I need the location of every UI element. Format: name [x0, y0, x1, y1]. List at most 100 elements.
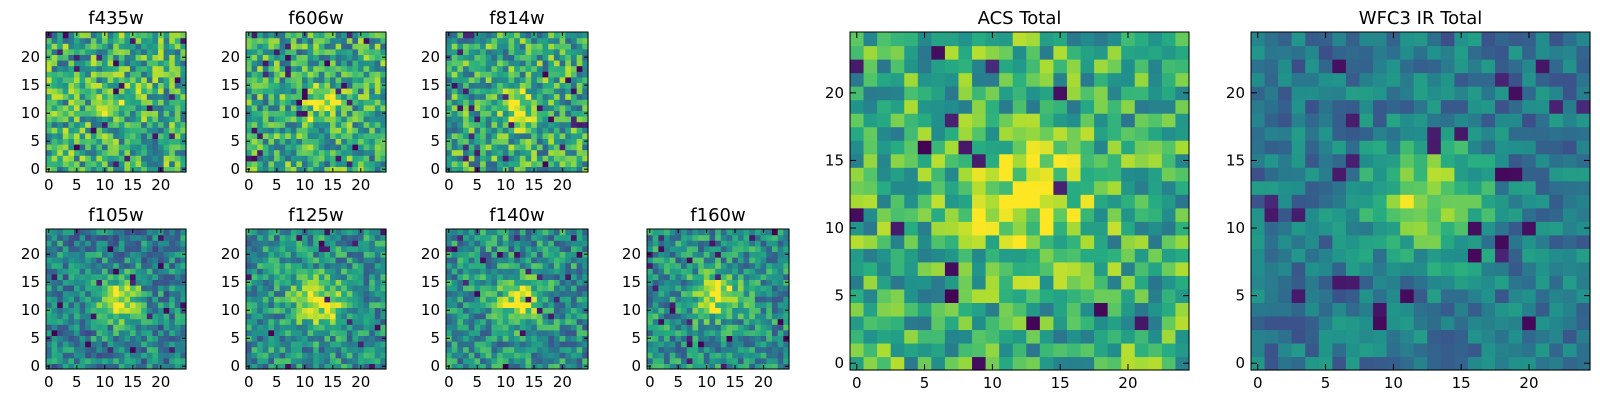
heatmap-cell	[113, 32, 120, 39]
heatmap-cell	[576, 104, 583, 111]
heatmap-cell	[548, 262, 555, 269]
heatmap-cell	[480, 296, 487, 303]
heatmap-cell	[565, 229, 572, 236]
heatmap-cell	[358, 352, 365, 359]
heatmap-cell	[163, 324, 170, 331]
heatmap-cell	[363, 138, 370, 145]
heatmap-cell	[163, 262, 170, 269]
heatmap-cell	[559, 65, 566, 72]
heatmap-cell	[863, 342, 878, 358]
heatmap-cell	[335, 149, 342, 156]
heatmap-cell	[57, 144, 64, 151]
heatmap-cell	[335, 290, 342, 297]
heatmap-cell	[576, 279, 583, 286]
heatmap-cell	[536, 285, 544, 292]
heatmap-cell	[1175, 180, 1190, 195]
heatmap-cell	[497, 341, 504, 348]
heatmap-cell	[877, 153, 892, 168]
y-tick-label: 5	[430, 329, 440, 347]
heatmap-cell	[582, 127, 589, 134]
heatmap-cell	[158, 99, 165, 106]
heatmap-cell	[74, 352, 81, 359]
heatmap-cell	[68, 324, 75, 331]
heatmap-cell	[457, 88, 464, 95]
heatmap-cell	[169, 313, 176, 320]
heatmap-cell	[502, 357, 510, 364]
heatmap-cell	[1066, 234, 1082, 249]
heatmap-cell	[675, 357, 682, 364]
heatmap-cell	[113, 324, 120, 331]
heatmap-cell	[346, 234, 353, 241]
heatmap-cell	[296, 257, 303, 264]
heatmap-cell	[341, 160, 348, 167]
heatmap-cell	[51, 273, 58, 280]
heatmap-cell	[485, 352, 493, 359]
heatmap-cell	[369, 32, 376, 39]
heatmap-cell	[380, 318, 387, 325]
heatmap-cell	[118, 229, 125, 236]
heatmap-cell	[369, 335, 376, 342]
heatmap-cell	[251, 301, 258, 308]
heatmap-cell	[90, 121, 97, 128]
heatmap-cell	[169, 268, 176, 275]
heatmap-cell	[369, 48, 376, 55]
heatmap-cell	[582, 60, 589, 67]
heatmap-cell	[1094, 342, 1109, 358]
heatmap-cell	[468, 149, 475, 156]
heatmap-cell	[749, 363, 756, 370]
heatmap-cell	[542, 251, 549, 258]
heatmap-cell	[502, 290, 510, 297]
heatmap-cell	[307, 32, 314, 39]
heatmap-cell	[118, 93, 125, 100]
heatmap-cell	[296, 127, 303, 134]
heatmap-cell	[90, 273, 97, 280]
heatmap-cell	[531, 127, 538, 134]
heatmap-cell	[497, 110, 504, 117]
heatmap-cell	[341, 313, 348, 320]
heatmap-cell	[508, 346, 515, 353]
heatmap-cell	[783, 257, 790, 264]
heatmap-cell	[485, 329, 493, 336]
heatmap-cell	[582, 329, 589, 336]
heatmap-cell	[174, 88, 181, 95]
heatmap-cell	[107, 357, 114, 364]
heatmap-cell	[1161, 261, 1177, 276]
heatmap-cell	[85, 76, 92, 83]
heatmap-cell	[146, 240, 153, 247]
heatmap-cell	[542, 99, 549, 106]
heatmap-cell	[565, 43, 572, 50]
heatmap-cell	[330, 144, 337, 151]
heatmap-cell	[737, 262, 745, 269]
heatmap-cell	[335, 296, 342, 303]
heatmap-cell	[446, 234, 453, 241]
heatmap-cell	[335, 32, 342, 39]
heatmap-cell	[46, 341, 53, 348]
heatmap-cell	[152, 32, 159, 39]
heatmap-cell	[290, 324, 297, 331]
heatmap-cell	[146, 71, 153, 78]
heatmap-cell	[130, 65, 137, 72]
heatmap-cell	[658, 290, 665, 297]
heatmap-cell	[553, 290, 561, 297]
heatmap-cell	[502, 335, 510, 342]
heatmap-cell	[877, 275, 892, 290]
heatmap-cell	[68, 301, 75, 308]
heatmap-cell	[279, 335, 286, 342]
heatmap-cell	[497, 60, 504, 67]
heatmap-cell	[1148, 180, 1163, 195]
heatmap-cell	[749, 273, 756, 280]
heatmap-cell	[703, 307, 711, 314]
heatmap-cell	[463, 273, 470, 280]
heatmap-cell	[675, 240, 682, 247]
heatmap-cell	[652, 296, 659, 303]
heatmap-cell	[1161, 288, 1177, 303]
heatmap-cell	[497, 32, 504, 39]
heatmap-cell	[335, 144, 342, 151]
heatmap-cell	[174, 285, 181, 292]
heatmap-cell	[519, 273, 527, 280]
heatmap-cell	[559, 71, 566, 78]
heatmap-cell	[124, 71, 131, 78]
heatmap-cell	[463, 307, 470, 314]
heatmap-cell	[681, 296, 688, 303]
heatmap-cell	[944, 329, 960, 344]
